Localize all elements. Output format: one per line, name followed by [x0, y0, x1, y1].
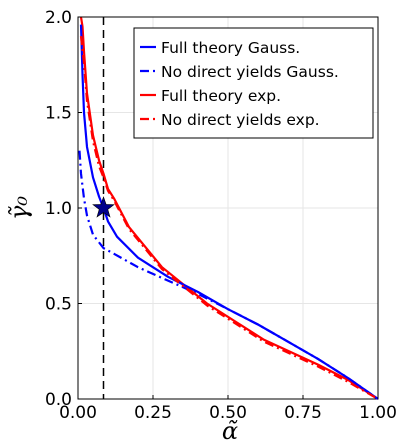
legend-label-3: No direct yields exp.: [161, 111, 320, 129]
x-tick-label: 0.50: [209, 403, 247, 423]
series-layer: [78, 16, 379, 400]
y-tick-label: 2.0: [45, 8, 72, 28]
series-line-0: [79, 24, 379, 400]
y-tick-label: 0.0: [45, 390, 72, 410]
legend-label-1: No direct yields Gauss.: [161, 63, 339, 81]
ticks: 0.00 0.25 0.50 0.75 1.00 0.0 0.5 1.0 1.5 2.0: [45, 8, 397, 423]
x-tick-label: 0.25: [134, 403, 172, 423]
y-tick-label: 1.5: [45, 104, 72, 124]
series-line-2: [79, 16, 379, 400]
y-axis-label: γ̃₀: [5, 196, 33, 220]
legend: Full theory Gauss. No direct yields Gauss…: [133, 27, 374, 139]
legend-label-0: Full theory Gauss.: [161, 39, 300, 57]
legend-box: [133, 27, 374, 139]
series-line-3: [79, 35, 379, 400]
x-tick-label: 1.00: [359, 403, 397, 423]
x-tick-label: 0.00: [59, 403, 97, 423]
star-marker: [92, 196, 115, 218]
x-axis-label: α̃: [222, 417, 238, 445]
y-tick-label: 1.0: [45, 199, 72, 219]
y-tick-label: 0.5: [45, 295, 72, 315]
legend-label-2: Full theory exp.: [161, 87, 281, 105]
marker-layer: [92, 196, 115, 218]
x-tick-label: 0.75: [284, 403, 322, 423]
